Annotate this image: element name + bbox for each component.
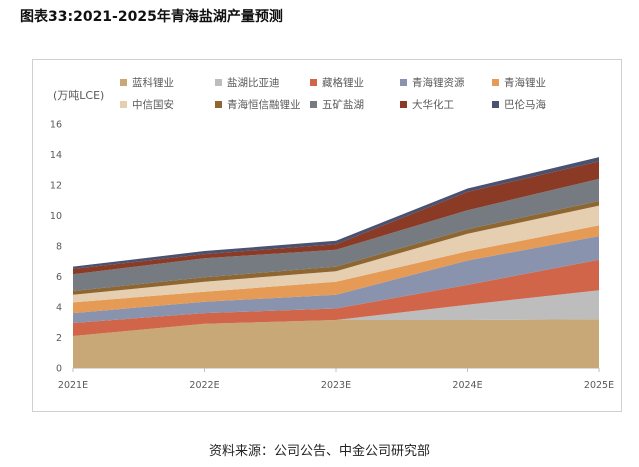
chart-frame (32, 59, 622, 412)
legend-swatch (400, 79, 407, 86)
legend-swatch (215, 79, 222, 86)
legend-item: 大华化工 (400, 97, 454, 112)
legend-swatch (215, 101, 222, 108)
legend-item: 青海恒信融锂业 (215, 97, 301, 112)
legend-item: 盐湖比亚迪 (215, 75, 280, 90)
legend-swatch (120, 79, 127, 86)
legend-swatch (310, 101, 317, 108)
legend-label: 蓝科锂业 (132, 77, 174, 89)
y-axis-label: (万吨LCE) (53, 89, 105, 102)
legend-item: 五矿盐湖 (310, 97, 364, 112)
legend-item: 中信国安 (120, 97, 174, 112)
legend-item: 藏格锂业 (310, 75, 364, 90)
legend-item: 巴伦马海 (492, 97, 546, 112)
legend-swatch (400, 101, 407, 108)
source-note: 资料来源：公司公告、中金公司研究部 (208, 444, 430, 459)
legend-label: 五矿盐湖 (322, 99, 364, 111)
legend-item: 蓝科锂业 (120, 75, 174, 90)
legend-swatch (310, 79, 317, 86)
legend-label: 青海锂资源 (412, 77, 465, 89)
legend-swatch (492, 101, 499, 108)
legend-swatch (120, 101, 127, 108)
legend-label: 青海锂业 (504, 77, 546, 89)
figure-title: 图表33:2021-2025年青海盐湖产量预测 (20, 9, 283, 25)
legend-label: 中信国安 (132, 99, 174, 111)
legend-label: 巴伦马海 (504, 99, 546, 111)
legend-item: 青海锂资源 (400, 75, 465, 90)
legend-label: 大华化工 (412, 99, 454, 111)
legend-label: 青海恒信融锂业 (227, 99, 301, 111)
legend-item: 青海锂业 (492, 75, 546, 90)
legend-label: 藏格锂业 (322, 77, 364, 89)
legend-label: 盐湖比亚迪 (227, 77, 280, 89)
legend-swatch (492, 79, 499, 86)
